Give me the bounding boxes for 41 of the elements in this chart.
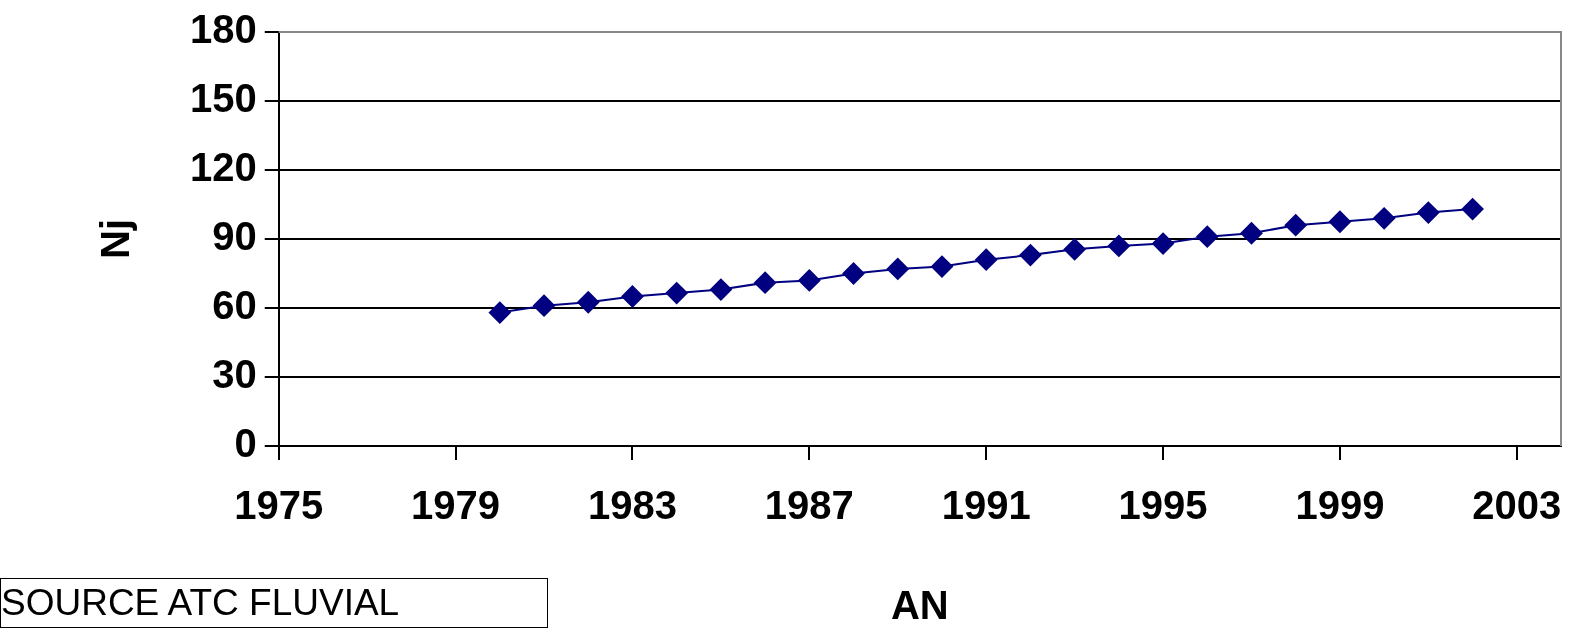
y-tick-label: 0	[234, 421, 257, 466]
point	[798, 269, 821, 292]
x-tick-label: 1983	[587, 483, 677, 528]
point	[754, 271, 777, 294]
y-tick-label: 60	[212, 283, 257, 328]
x-tick-label: 1999	[1295, 483, 1385, 528]
point	[1461, 198, 1484, 221]
point	[930, 255, 953, 278]
y-tick-label: 30	[212, 352, 257, 397]
point	[709, 278, 732, 301]
x-axis-title: AN	[890, 583, 949, 628]
point	[1019, 244, 1042, 267]
point	[533, 294, 556, 317]
point	[665, 282, 688, 305]
point	[1240, 222, 1263, 245]
source-note: SOURCE ATC FLUVIAL	[0, 578, 548, 628]
x-tick-label: 1995	[1118, 483, 1208, 528]
y-tick-label: 120	[189, 145, 257, 190]
y-axis-title: Nj	[93, 219, 138, 259]
point	[488, 301, 511, 324]
y-tick-label: 90	[212, 214, 257, 259]
x-tick-label: 1975	[234, 483, 324, 528]
point	[1417, 201, 1440, 224]
x-tick-label: 1991	[941, 483, 1031, 528]
point	[1284, 214, 1307, 237]
x-tick-label: 1979	[411, 483, 501, 528]
point	[621, 285, 644, 308]
point	[886, 257, 909, 280]
y-tick-label: 150	[189, 76, 257, 121]
point	[975, 248, 998, 271]
point	[577, 291, 600, 314]
point	[1373, 207, 1396, 230]
y-tick-label: 180	[189, 7, 257, 52]
point	[1107, 234, 1130, 257]
point	[1152, 232, 1175, 255]
x-tick-label: 1987	[764, 483, 854, 528]
point	[1196, 225, 1219, 248]
point	[1063, 238, 1086, 261]
point	[842, 262, 865, 285]
x-tick-label: 2003	[1472, 483, 1562, 528]
point	[1328, 210, 1351, 233]
